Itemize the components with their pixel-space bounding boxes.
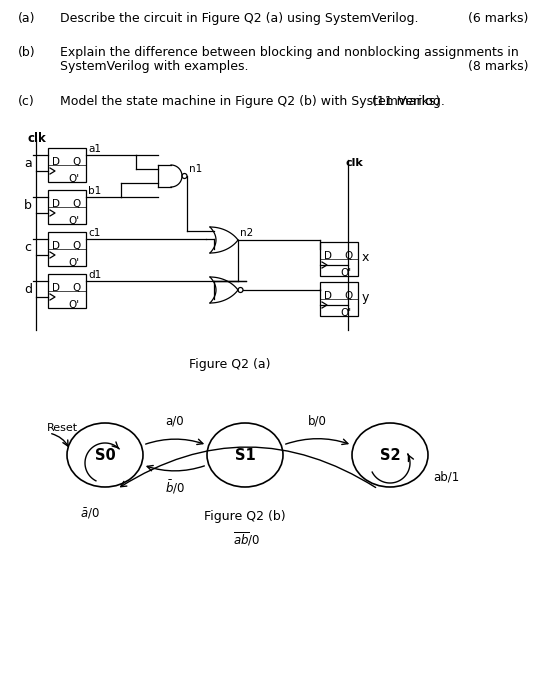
Text: clk: clk xyxy=(28,132,47,145)
Text: b: b xyxy=(24,199,32,212)
Text: D: D xyxy=(52,157,60,167)
Bar xyxy=(320,242,358,276)
Text: (a): (a) xyxy=(18,12,36,25)
Text: Q: Q xyxy=(72,199,80,209)
Text: Reset: Reset xyxy=(47,423,78,433)
Text: ab/1: ab/1 xyxy=(433,470,459,483)
Text: (b): (b) xyxy=(18,46,36,59)
Text: (c): (c) xyxy=(18,95,34,108)
Text: (8 marks): (8 marks) xyxy=(467,60,528,73)
Bar xyxy=(48,232,86,266)
Text: n1: n1 xyxy=(189,164,202,174)
Text: SystemVerilog with examples.: SystemVerilog with examples. xyxy=(60,60,248,73)
Text: (6 marks): (6 marks) xyxy=(468,12,528,25)
Text: D: D xyxy=(324,291,332,301)
Text: S0: S0 xyxy=(95,447,115,462)
Text: Q': Q' xyxy=(340,268,351,278)
Text: clk: clk xyxy=(346,158,364,168)
Text: Q': Q' xyxy=(68,300,79,310)
Text: D: D xyxy=(52,199,60,209)
Text: d: d xyxy=(24,283,32,296)
Text: n2: n2 xyxy=(240,228,253,238)
Text: Q: Q xyxy=(344,251,353,261)
Text: x: x xyxy=(362,251,369,264)
Text: Figure Q2 (a): Figure Q2 (a) xyxy=(189,358,271,371)
Text: (11 marks): (11 marks) xyxy=(372,95,440,108)
Text: y: y xyxy=(362,291,369,304)
Text: $\overline{ab}$/0: $\overline{ab}$/0 xyxy=(233,530,261,548)
Text: c1: c1 xyxy=(88,228,100,238)
Text: b1: b1 xyxy=(88,186,101,196)
Bar xyxy=(320,282,358,316)
Bar xyxy=(48,190,86,224)
Text: a: a xyxy=(24,157,32,170)
Text: Q: Q xyxy=(72,157,80,167)
Text: Describe the circuit in Figure Q2 (a) using SystemVerilog.: Describe the circuit in Figure Q2 (a) us… xyxy=(60,12,418,25)
Text: $\bar{a}$/0: $\bar{a}$/0 xyxy=(80,507,100,522)
Text: S1: S1 xyxy=(234,447,255,462)
Text: a/0: a/0 xyxy=(165,415,184,428)
Text: S2: S2 xyxy=(379,447,400,462)
Text: b/0: b/0 xyxy=(308,415,327,428)
Text: D: D xyxy=(52,283,60,293)
Text: Figure Q2 (b): Figure Q2 (b) xyxy=(204,510,286,523)
Text: d1: d1 xyxy=(88,270,101,280)
Text: Q: Q xyxy=(72,283,80,293)
Text: D: D xyxy=(52,241,60,251)
Text: Q': Q' xyxy=(340,308,351,318)
Text: Q: Q xyxy=(344,291,353,301)
Text: Explain the difference between blocking and nonblocking assignments in: Explain the difference between blocking … xyxy=(60,46,519,59)
Bar xyxy=(48,148,86,182)
Text: Q': Q' xyxy=(68,216,79,226)
Text: c: c xyxy=(24,241,31,254)
Text: Q': Q' xyxy=(68,258,79,268)
Text: a1: a1 xyxy=(88,144,101,154)
Text: Model the state machine in Figure Q2 (b) with SystemVerilog.: Model the state machine in Figure Q2 (b)… xyxy=(60,95,445,108)
Text: Q': Q' xyxy=(68,174,79,184)
Text: Q: Q xyxy=(72,241,80,251)
Text: D: D xyxy=(324,251,332,261)
Bar xyxy=(48,274,86,308)
Text: $\bar{b}$/0: $\bar{b}$/0 xyxy=(165,479,185,496)
